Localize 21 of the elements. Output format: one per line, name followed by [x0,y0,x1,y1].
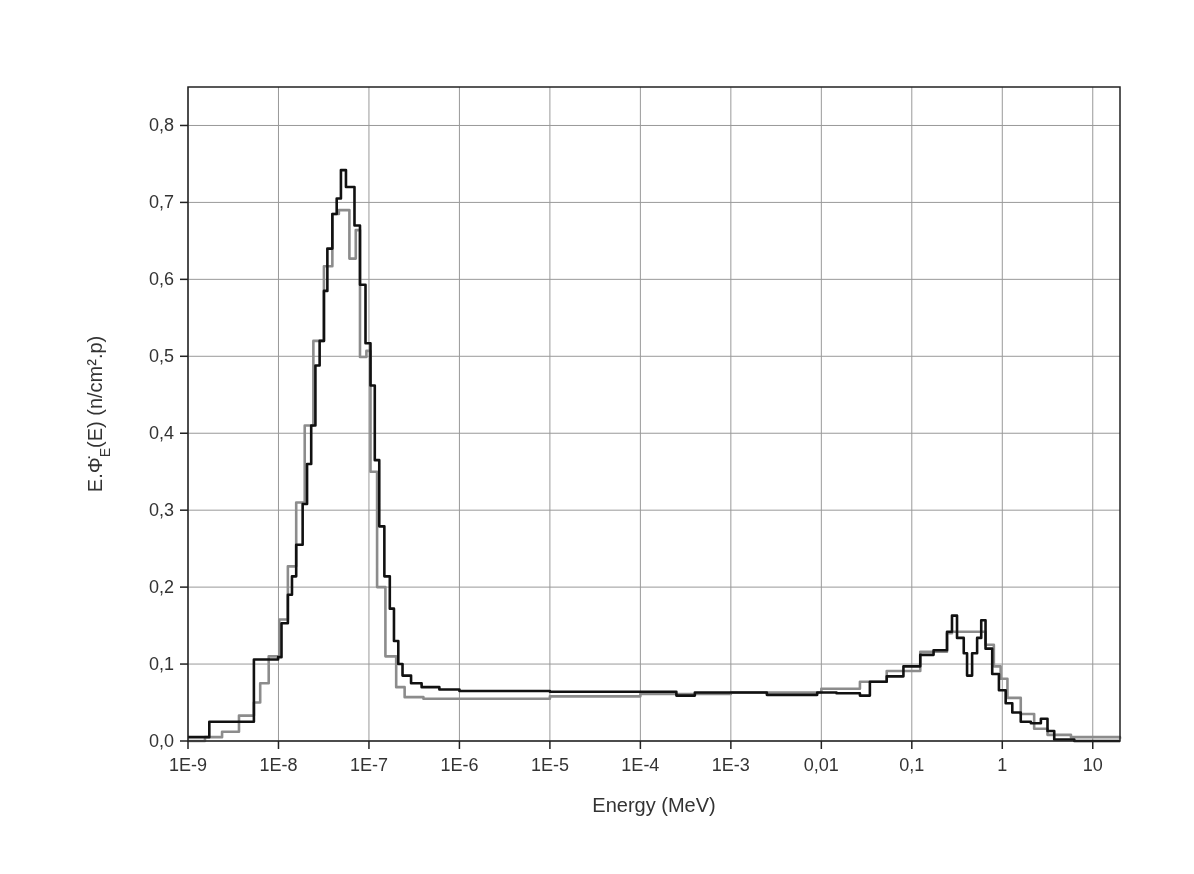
x-tick-label: 1E-9 [168,755,208,775]
x-tick-label: 0,01 [803,755,839,775]
x-tick-label: 1E-4 [621,755,660,775]
x-tick-label: 1E-8 [259,755,298,775]
x-tick-label: 0,1 [899,755,925,775]
y-tick-label: 0,0 [148,731,174,751]
x-tick-label: 1E-7 [349,755,388,775]
y-tick-label: 0,8 [148,115,174,136]
x-tick-label: 1E-5 [530,755,569,775]
y-tick-label: 0,5 [148,346,174,367]
x-axis-title: Energy (MeV) [592,794,716,816]
y-tick-label: 0,2 [148,577,174,598]
y-tick-label: 0,7 [148,192,174,213]
x-tick-label: 10 [1082,755,1103,775]
y-tick-label: 0,3 [148,500,174,521]
x-tick-label: 1 [997,755,1008,775]
y-tick-label: 0,6 [148,269,174,290]
x-tick-label: 1E-3 [711,755,750,775]
y-tick-label: 0,1 [148,654,174,675]
x-tick-label: 1E-6 [440,755,479,775]
y-tick-label: 0,4 [148,423,174,444]
